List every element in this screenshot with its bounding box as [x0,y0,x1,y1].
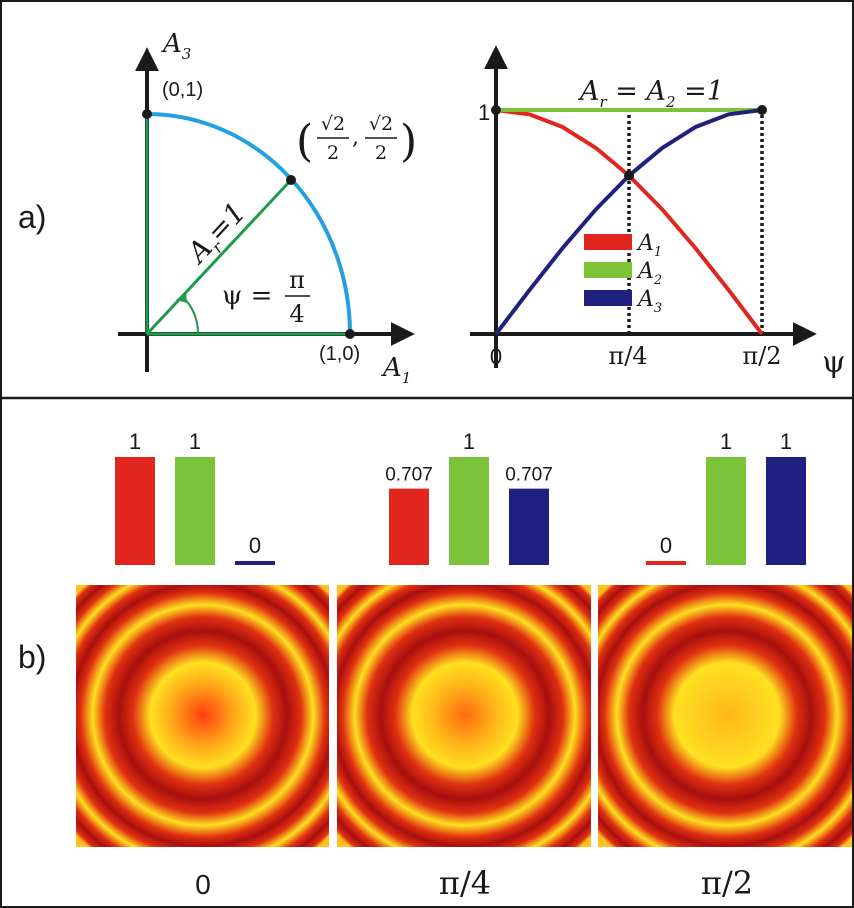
bar-label-2-0: 0 [660,533,672,558]
legend-swatch-a3 [584,290,632,306]
angle-psi-eq: ψ = [222,281,272,311]
plot-point-2 [757,105,767,115]
bar-group-2-bar-1 [706,457,746,565]
legend-swatch-a2 [584,262,632,278]
legend-label-a3: A3 [636,287,662,316]
y-tick-label: 1 [478,100,490,125]
plot-title: Ar = A2 =1 [577,76,724,111]
x-tick-0: 0 [490,344,502,369]
label-mid-point: ( √2 2 , √2 2 ) [296,113,417,167]
bar-label-1-1: 1 [463,429,475,454]
legend: A1 A2 A3 [584,231,662,316]
angle-num: π [289,266,305,294]
caption-psi-pi-2: π/2 [701,864,753,902]
legend-swatch-a1 [584,234,632,250]
y-axis-label: A3 [161,29,191,63]
angle-den: 4 [289,300,304,328]
ring-images [76,585,852,847]
bar-label-2-1: 1 [720,429,732,454]
x-tick-pi-4: π/4 [608,342,647,370]
label-top-point: (0,1) [162,79,203,101]
legend-label-a2: A2 [636,259,662,288]
mid-comma: , [352,125,359,150]
x-axis-symbol: ψ [822,345,846,380]
point-top [142,109,152,119]
ring-image-psi-pi-4 [337,585,591,847]
bar-label-0-0: 1 [129,429,141,454]
bar-charts: 1 1 0 0.707 1 0.707 0 1 1 [115,429,806,565]
caption-psi-0: 0 [195,869,211,900]
angle-label: ψ = π 4 [222,266,310,328]
plot-point-0 [491,105,501,115]
bar-group-1-bar-2 [509,488,549,565]
legend-label-a1: A1 [636,231,662,260]
panel-label-b: b) [18,639,46,675]
bar-group-1-bar-1 [449,457,489,565]
panel-label-a: a) [18,199,46,235]
caption-psi-pi-4: π/4 [439,864,491,902]
bar-label-2-2: 1 [780,429,792,454]
bar-label-0-2: 0 [249,533,261,558]
quarter-circle-diagram: A3 A1 (0,1) (1,0) ( √2 2 , √2 2 ) Ar=1 ψ… [118,29,417,387]
bar-group-0-bar-1 [175,457,215,565]
marked-points [491,105,767,181]
radius-line [145,178,293,336]
plot-point-1 [624,170,634,181]
ring-image-psi-0 [76,585,329,847]
amplitude-line-plot: Ar = A2 =1 1 ψ 0 π/4 π/2 A1 A2 A3 [470,45,846,380]
point-mid [286,175,296,185]
mid-bracket-left: ( [296,116,313,167]
label-right-point: (1,0) [319,343,360,365]
mid-y-den: 2 [375,142,387,164]
bar-group-1-bar-0 [389,488,429,565]
bar-group-0-bar-2 [235,561,275,565]
mid-x-num: √2 [321,113,345,135]
mid-x-den: 2 [327,142,339,164]
mid-bracket-right: ) [400,116,417,167]
point-right [345,329,355,339]
bar-label-1-0: 0.707 [385,465,433,486]
bar-label-1-2: 0.707 [505,465,553,486]
bar-group-0-bar-0 [115,457,155,565]
radius-label: Ar=1 [179,196,255,274]
bar-label-0-1: 1 [189,429,201,454]
bar-group-2-bar-0 [646,561,686,565]
angle-arrow-icon [176,292,187,303]
bar-group-2-bar-2 [766,457,806,565]
x-tick-pi-2: π/2 [742,342,781,370]
x-axis-label: A1 [381,353,411,387]
mid-y-num: √2 [369,113,393,135]
ring-image-psi-pi-2 [598,585,852,847]
